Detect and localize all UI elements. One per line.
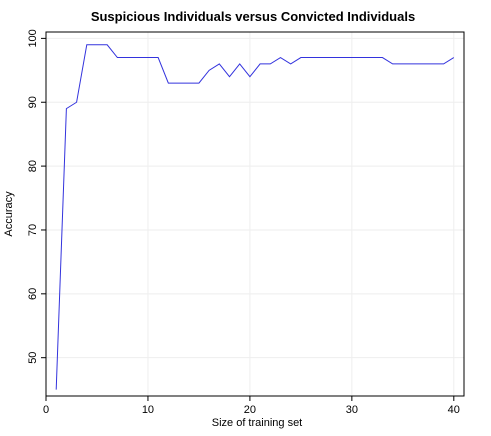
y-axis-label: Accuracy	[3, 191, 15, 237]
chart-title: Suspicious Individuals versus Convicted …	[91, 9, 415, 24]
y-tick-label: 60	[27, 288, 39, 300]
x-tick-label: 10	[142, 404, 154, 416]
plot-frame	[45, 31, 465, 397]
y-tick-label: 50	[27, 352, 39, 364]
y-axis: 50 60 70 80 90 100	[27, 29, 46, 364]
y-tick-label: 80	[27, 160, 39, 172]
x-axis: 0 10 20 30 40	[43, 396, 460, 416]
x-axis-label: Size of training set	[212, 417, 303, 429]
y-tick-label: 100	[27, 29, 39, 47]
x-tick-label: 0	[43, 404, 49, 416]
series-line	[55, 44, 455, 390]
y-tick-label: 90	[27, 96, 39, 108]
x-tick-label: 20	[244, 404, 256, 416]
x-tick-label: 30	[346, 404, 358, 416]
x-tick-label: 40	[448, 404, 460, 416]
y-tick-label: 70	[27, 224, 39, 236]
grid	[45, 32, 464, 396]
